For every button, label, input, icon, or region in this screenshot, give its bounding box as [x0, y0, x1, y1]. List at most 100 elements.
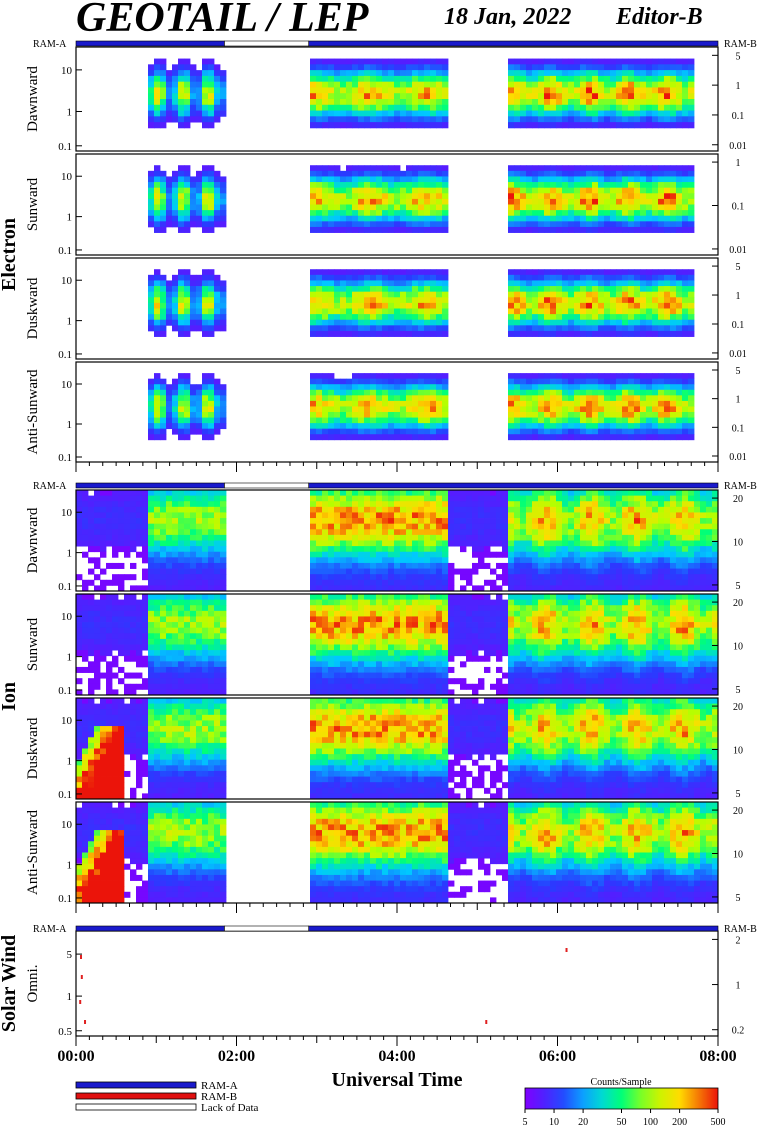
- colorbar-tick-label: 50: [617, 1117, 627, 1128]
- plot-date: 18 Jan, 2022: [444, 4, 572, 30]
- left-tick-label: 0.1: [58, 452, 72, 464]
- right-tick-label: 0.1: [732, 202, 745, 213]
- ram-label-left: RAM-A: [33, 481, 67, 492]
- right-tick-label: 5: [736, 893, 741, 904]
- panel-frame: [75, 697, 719, 800]
- colorbar-tick-label: 100: [643, 1117, 658, 1128]
- panel-label: Omni.: [25, 965, 41, 1003]
- right-tick-label: 1: [736, 981, 741, 992]
- left-tick-label: 10: [61, 715, 73, 727]
- ram-label-right: RAM-B: [724, 39, 757, 50]
- left-tick-label: 1: [67, 652, 73, 664]
- ram-bar-segment: [75, 925, 225, 932]
- left-tick-label: 0.1: [58, 685, 72, 697]
- x-tick-label: 02:00: [218, 1048, 255, 1065]
- left-tick-label: 0.1: [58, 789, 72, 801]
- left-tick-label: 10: [61, 611, 73, 623]
- ram-label-left: RAM-A: [33, 924, 67, 935]
- left-tick-label: 10: [61, 379, 73, 391]
- right-tick-label: 5: [736, 262, 741, 273]
- panel-label: Duskward: [25, 277, 41, 339]
- right-tick-label: 1: [736, 81, 741, 92]
- left-tick-label: 1: [67, 419, 73, 431]
- right-tick-label: 5: [736, 789, 741, 800]
- ram-label-left: RAM-A: [33, 39, 67, 50]
- left-tick-label: 10: [61, 65, 73, 77]
- colorbar: [524, 1087, 719, 1110]
- panel-label: Dawnward: [25, 66, 41, 132]
- group-label: Solar Wind: [0, 935, 20, 1032]
- colorbar-tick-label: 10: [549, 1117, 559, 1128]
- ram-label-right: RAM-B: [724, 924, 757, 935]
- left-tick-label: 0.1: [58, 349, 72, 361]
- panel-label: Sunward: [25, 617, 41, 671]
- right-tick-label: 1: [736, 395, 741, 406]
- right-tick-label: 0.2: [732, 1026, 745, 1037]
- left-tick-label: 1: [67, 106, 73, 118]
- right-tick-label: 1: [736, 291, 741, 302]
- panel-frame: [75, 153, 719, 256]
- left-tick-label: 1: [67, 860, 73, 872]
- left-tick-label: 0.1: [58, 245, 72, 257]
- left-tick-label: 0.1: [58, 141, 72, 153]
- left-tick-label: 1: [67, 316, 73, 328]
- left-tick-label: 10: [61, 507, 73, 519]
- left-tick-label: 10: [61, 171, 73, 183]
- left-tick-label: 10: [61, 275, 73, 287]
- legend-label: RAM-B: [201, 1091, 237, 1103]
- legend-swatch: [75, 1081, 197, 1089]
- ram-bar-segment: [224, 40, 310, 47]
- right-tick-label: 20: [733, 494, 743, 505]
- panel-frame: [75, 257, 719, 360]
- left-tick-label: 1: [67, 756, 73, 768]
- right-tick-label: 0.1: [732, 111, 745, 122]
- right-tick-label: 5: [736, 685, 741, 696]
- colorbar-tick-label: 20: [578, 1117, 588, 1128]
- x-tick-label: 00:00: [57, 1048, 94, 1065]
- legend-label: RAM-A: [201, 1080, 238, 1092]
- ram-bar-segment: [308, 925, 719, 932]
- right-tick-label: 0.1: [732, 423, 745, 434]
- right-tick-label: 0.1: [732, 320, 745, 331]
- right-tick-label: 0.01: [729, 245, 747, 256]
- panel-frame: [75, 46, 719, 152]
- plot-editor: Editor-B: [616, 4, 703, 30]
- ram-bar-segment: [224, 925, 310, 932]
- right-tick-label: 10: [733, 642, 743, 653]
- right-tick-label: 0.01: [729, 452, 747, 463]
- right-tick-label: 20: [733, 806, 743, 817]
- right-tick-label: 5: [736, 51, 741, 62]
- left-tick-label: 1: [67, 548, 73, 560]
- right-tick-label: 10: [733, 746, 743, 757]
- ram-bar-segment: [224, 482, 310, 489]
- ram-bar-segment: [75, 40, 225, 47]
- x-tick-label: 08:00: [699, 1048, 736, 1065]
- right-tick-label: 20: [733, 598, 743, 609]
- right-tick-label: 5: [736, 581, 741, 592]
- ram-label-right: RAM-B: [724, 481, 757, 492]
- colorbar-title: Counts/Sample: [590, 1077, 652, 1088]
- panel-label: Anti-Sunward: [25, 810, 41, 895]
- panel-label: Sunward: [25, 177, 41, 231]
- right-tick-label: 2: [736, 935, 741, 946]
- ram-bar-segment: [75, 482, 225, 489]
- panel-frame: [75, 930, 719, 1037]
- group-label: Ion: [0, 682, 20, 711]
- left-tick-label: 1: [67, 991, 73, 1003]
- panel-label: Anti-Sunward: [25, 369, 41, 454]
- ram-bar-segment: [308, 482, 719, 489]
- left-tick-label: 0.1: [58, 893, 72, 905]
- right-tick-label: 10: [733, 538, 743, 549]
- ram-bar-segment: [308, 40, 719, 47]
- left-tick-label: 0.5: [58, 1026, 72, 1038]
- spectrogram-cells: [76, 58, 719, 1024]
- group-label: Electron: [0, 218, 20, 291]
- right-tick-label: 10: [733, 850, 743, 861]
- colorbar-tick-label: 200: [672, 1117, 687, 1128]
- panel-frame: [75, 489, 719, 592]
- panel-frame: [75, 593, 719, 696]
- left-tick-label: 0.1: [58, 581, 72, 593]
- legend-swatch: [75, 1092, 197, 1100]
- left-tick-label: 1: [67, 212, 73, 224]
